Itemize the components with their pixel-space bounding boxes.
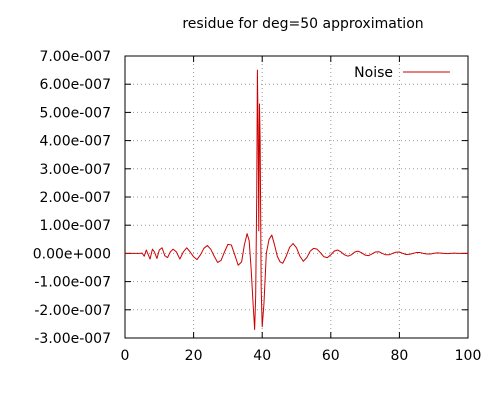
plot-frame [124,55,469,339]
x-tick-label: 80 [390,348,408,364]
y-tick-label: 5.00e-007 [39,105,111,121]
y-tick-label: -2.00e-007 [34,303,111,319]
x-axis: 0 20 40 60 80 100 [121,56,482,364]
y-tick-label: 0.00e+000 [33,246,111,262]
y-tick-label: 1.00e-007 [39,218,111,234]
y-tick-label: -3.00e-007 [34,331,111,347]
y-tick-label: 3.00e-007 [39,162,111,178]
x-tick-label: 20 [185,348,203,364]
series-group [125,69,468,331]
y-tick-label: 6.00e-007 [39,77,111,93]
y-tick-label: 2.00e-007 [39,190,111,206]
y-axis: -3.00e-007 -2.00e-007 -1.00e-007 0.00e+000 1… [33,49,468,347]
x-tick-label: 100 [455,348,482,364]
grid-lines [125,56,468,338]
y-tick-label: 7.00e-007 [39,49,111,65]
x-tick-label: 60 [322,348,340,364]
legend-label-noise: Noise [354,65,393,81]
chart-title: residue for deg=50 approximation [182,16,423,32]
legend: Noise [354,65,450,81]
series-line-noise [125,69,468,331]
x-tick-label: 40 [253,348,271,364]
x-tick-label: 0 [121,348,130,364]
y-tick-label: -1.00e-007 [34,275,111,291]
y-tick-label: 4.00e-007 [39,134,111,150]
